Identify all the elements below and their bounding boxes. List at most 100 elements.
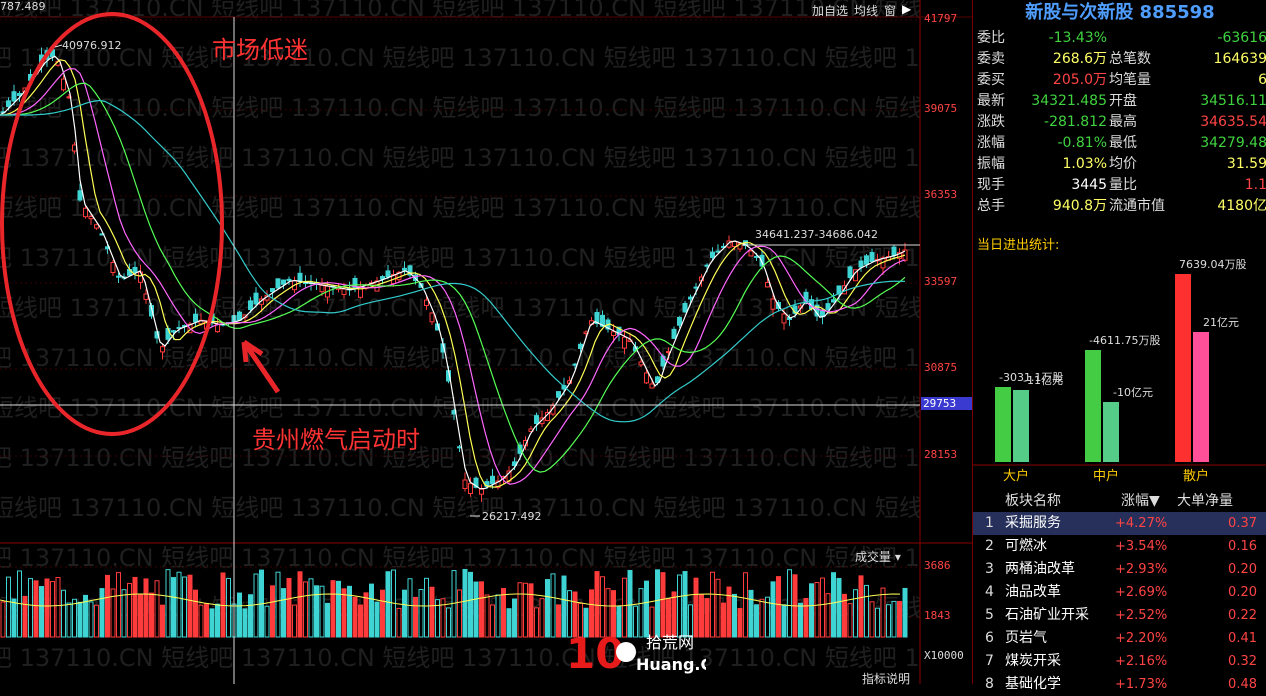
volume-bar [699, 594, 704, 638]
volume-bar [6, 576, 11, 638]
volume-bar [176, 571, 182, 638]
window-button[interactable]: 窗 [884, 4, 897, 18]
volume-bar [209, 608, 215, 638]
quote-value2: 34635.54 [1200, 114, 1266, 130]
chart-toolbar: 加自选 均线 窗 ▶ [812, 2, 911, 19]
volume-bar [534, 607, 539, 638]
header-net[interactable]: 大单净量 [1177, 493, 1233, 509]
volume-bar [182, 576, 187, 638]
quote-value2: 164639 [1213, 51, 1266, 67]
price-axis-label: 41797 [924, 12, 958, 25]
volume-bar [187, 574, 193, 638]
volume-bar [814, 582, 820, 638]
volume-bar [215, 603, 220, 638]
pin-icon[interactable]: ▶ [902, 2, 912, 16]
quote-row: 现手 3445 量比 1.1 [973, 175, 1266, 196]
flow-group-label: 大户 [1003, 468, 1029, 484]
candle [281, 279, 286, 285]
flow-group-label: 散户 [1183, 468, 1209, 484]
sector-row[interactable]: 1 采掘服务 +4.27% 0.37 [973, 512, 1266, 535]
quote-value2: 6 [1258, 72, 1266, 88]
volume-bar [407, 578, 413, 638]
volume-bar [193, 589, 198, 638]
volume-bar [649, 606, 655, 638]
sector-row[interactable]: 3 两桶油改革 +2.93% 0.20 [973, 558, 1266, 581]
volume-selector[interactable]: 成交量 ▾ [855, 550, 901, 564]
quote-label2: 最高 [1109, 114, 1137, 130]
volume-bar [363, 592, 369, 638]
sector-row[interactable]: 5 石油矿业开采 +2.52% 0.22 [973, 604, 1266, 627]
candle [726, 240, 732, 248]
flow-group-label: 中户 [1093, 468, 1119, 484]
sort-down-icon: ▼ [1149, 493, 1160, 509]
quote-value2: 1.1 [1244, 177, 1266, 193]
volume-bar [50, 581, 55, 638]
volume-bar [748, 589, 754, 638]
volume-bar [732, 593, 737, 638]
quote-label: 总手 [977, 198, 1005, 214]
volume-bar [308, 578, 314, 638]
sector-row[interactable]: 4 油品改革 +2.69% 0.20 [973, 581, 1266, 604]
candle [275, 278, 281, 289]
ma-button[interactable]: 均线 [854, 4, 879, 18]
kline-chart[interactable]: 40976.912 26217.492 34641.237-34686.042 [0, 0, 972, 684]
sector-name: 石油矿业开采 [1005, 607, 1089, 623]
volume-bar [572, 591, 578, 638]
volume-bar [28, 578, 33, 638]
candle [248, 300, 253, 310]
sector-change: +2.52% [1115, 608, 1168, 623]
quote-value2: 4180亿 [1217, 198, 1266, 214]
candle [61, 78, 66, 91]
volume-bar [110, 588, 116, 638]
dropdown-icon: ▾ [894, 550, 901, 564]
volume-bar [341, 588, 347, 638]
volume-bar [710, 571, 715, 638]
candle [6, 100, 11, 108]
candle [237, 311, 242, 321]
sector-name: 采掘服务 [1005, 515, 1061, 531]
volume-bar [165, 569, 171, 638]
candle [88, 216, 94, 220]
volume-bar [237, 592, 242, 638]
add-favorite-button[interactable]: 加自选 [812, 4, 849, 18]
candle [710, 251, 715, 259]
candle [270, 288, 275, 293]
volume-bar [424, 577, 429, 638]
volume-bar [0, 601, 6, 638]
quote-label2: 开盘 [1109, 93, 1137, 109]
sector-row[interactable]: 2 可燃冰 +3.54% 0.16 [973, 535, 1266, 558]
header-name[interactable]: 板块名称 [1005, 493, 1061, 509]
high-label: 40976.912 [62, 39, 122, 52]
sector-change: +2.16% [1115, 654, 1168, 669]
volume-axis-label: 3686 [924, 559, 951, 572]
quote-value2: 31.59 [1226, 156, 1266, 172]
volume-bar [99, 588, 105, 638]
sector-rank: 5 [985, 607, 994, 623]
candle [732, 241, 737, 248]
sector-rank: 4 [985, 584, 994, 600]
volume-bar [380, 589, 385, 638]
candle [737, 242, 743, 250]
sector-net: 0.16 [1228, 539, 1257, 554]
moving-average-line [0, 55, 906, 490]
volume-bar [61, 589, 66, 638]
volume-bar [55, 577, 61, 638]
quote-label2: 均价 [1109, 156, 1137, 172]
header-change[interactable]: 涨幅▼ [1121, 493, 1160, 509]
quote-value: -281.812 [1044, 114, 1107, 130]
volume-bar [264, 605, 270, 638]
candle [11, 91, 17, 102]
quote-row: 振幅 1.03% 均价 31.59 [973, 154, 1266, 175]
indicator-help-link[interactable]: 指标说明 [862, 672, 911, 686]
volume-bar [105, 574, 110, 638]
candle [495, 480, 501, 488]
sector-row[interactable]: 6 页岩气 +2.20% 0.41 [973, 627, 1266, 650]
sector-row[interactable]: 7 煤炭开采 +2.16% 0.32 [973, 650, 1266, 673]
candle [77, 190, 83, 201]
sector-row[interactable]: 8 基础化学 +1.73% 0.48 [973, 673, 1266, 696]
volume-bar [842, 593, 847, 638]
candle [638, 361, 644, 366]
volume-bar [490, 604, 495, 638]
candle [578, 343, 583, 349]
